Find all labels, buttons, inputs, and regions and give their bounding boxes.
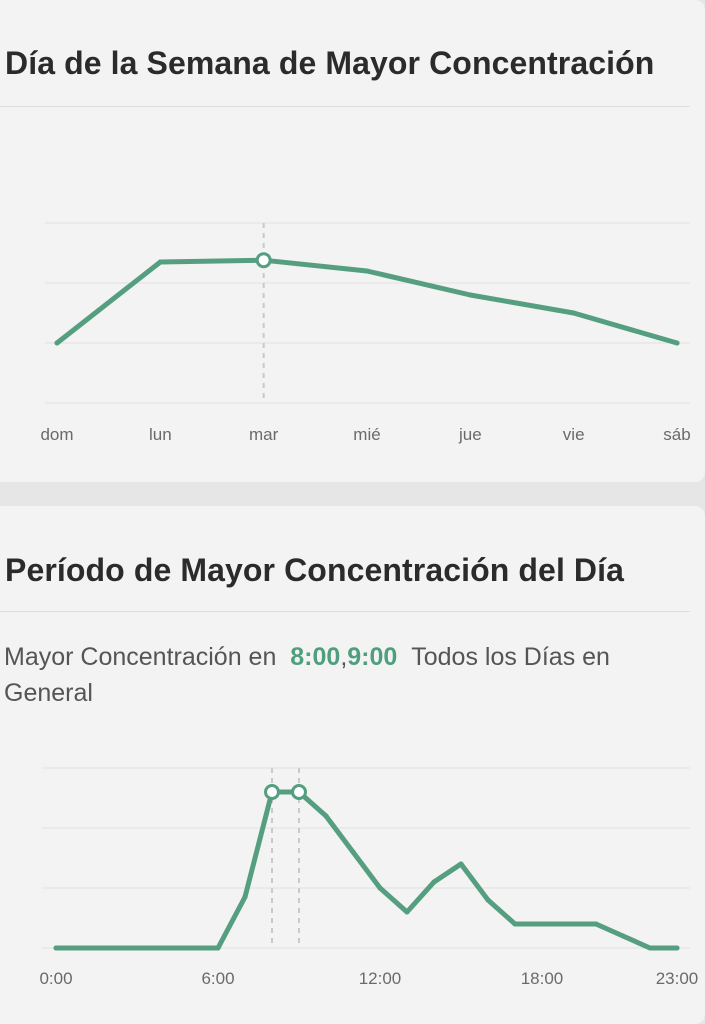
series-segment <box>364 268 473 298</box>
data-point <box>80 945 86 951</box>
data-point <box>620 933 626 939</box>
x-tick-label: 0:00 <box>39 969 72 988</box>
peak-hour-a: 8:00 <box>290 643 341 671</box>
data-point <box>242 894 248 900</box>
peak-summary: Mayor Concentración en 8:00,9:00 Todos l… <box>4 639 664 711</box>
daily-period-card: Período de Mayor Concentración del Día M… <box>0 506 705 1024</box>
data-point <box>593 921 599 927</box>
data-point <box>485 897 491 903</box>
peak-hour-b: 9:00 <box>347 643 398 671</box>
hourly-chart[interactable]: 0:00 6:00 12:00 18:00 23:00 <box>0 746 705 1006</box>
x-tick-label: lun <box>149 425 172 444</box>
series-segment <box>485 897 518 927</box>
x-tick-label: mié <box>353 425 380 444</box>
data-point <box>571 310 577 316</box>
data-point <box>188 945 194 951</box>
data-point <box>54 340 60 346</box>
series-segment <box>377 885 410 915</box>
highlight-point <box>291 784 307 800</box>
x-tick-label: 6:00 <box>201 969 234 988</box>
x-tick-label: 12:00 <box>359 969 402 988</box>
data-point <box>539 921 545 927</box>
period-chart-title: Período de Mayor Concentración del Día <box>5 552 625 588</box>
data-point <box>431 879 437 885</box>
summary-suffix: Todos los Días en General <box>4 643 610 707</box>
highlight-point <box>264 784 280 800</box>
title-divider <box>0 106 690 107</box>
weekday-chart[interactable]: dom lun mar mié jue vie sáb <box>0 200 705 460</box>
data-point <box>647 945 653 951</box>
data-point <box>467 292 473 298</box>
weekday-line-chart[interactable]: dom lun mar mié jue vie sáb <box>0 200 705 460</box>
data-point <box>134 945 140 951</box>
series-segment <box>157 257 267 265</box>
x-tick-label: 18:00 <box>521 969 564 988</box>
x-tick-label: sáb <box>663 425 690 444</box>
series-segment <box>215 894 248 951</box>
x-tick-label: vie <box>563 425 585 444</box>
data-point <box>323 813 329 819</box>
series-segment <box>571 310 680 346</box>
summary-prefix: Mayor Concentración en <box>4 643 277 671</box>
data-point <box>161 945 167 951</box>
x-tick-label: 23:00 <box>656 969 699 988</box>
data-point <box>107 945 113 951</box>
data-point <box>377 885 383 891</box>
summary-separator: , <box>340 643 348 671</box>
data-point <box>458 861 464 867</box>
data-point <box>364 268 370 274</box>
series-segment <box>593 921 626 939</box>
series-segment <box>350 849 383 891</box>
data-point <box>157 259 163 265</box>
data-point <box>53 945 59 951</box>
series-segment <box>431 861 464 885</box>
data-point <box>512 921 518 927</box>
data-point <box>566 921 572 927</box>
x-tick-label: dom <box>40 425 73 444</box>
series-segment <box>620 933 653 951</box>
series-segment <box>458 861 491 903</box>
series-segment <box>261 257 370 274</box>
series-segment <box>467 292 577 316</box>
series-segment <box>404 879 437 915</box>
highlight-point <box>255 252 272 269</box>
weekday-chart-title: Día de la Semana de Mayor Concentración <box>5 45 655 81</box>
series-segment <box>323 813 356 855</box>
data-point <box>215 945 221 951</box>
data-point <box>350 849 356 855</box>
title-divider <box>0 611 690 612</box>
series-segment <box>242 789 275 900</box>
x-tick-label: jue <box>458 425 482 444</box>
data-point <box>674 340 680 346</box>
series-segment <box>54 259 163 346</box>
weekday-concentration-card: Día de la Semana de Mayor Concentración … <box>0 0 705 482</box>
data-point <box>674 945 680 951</box>
hourly-line-chart[interactable]: 0:00 6:00 12:00 18:00 23:00 <box>0 746 705 1006</box>
x-tick-label: mar <box>249 425 279 444</box>
data-point <box>404 909 410 915</box>
